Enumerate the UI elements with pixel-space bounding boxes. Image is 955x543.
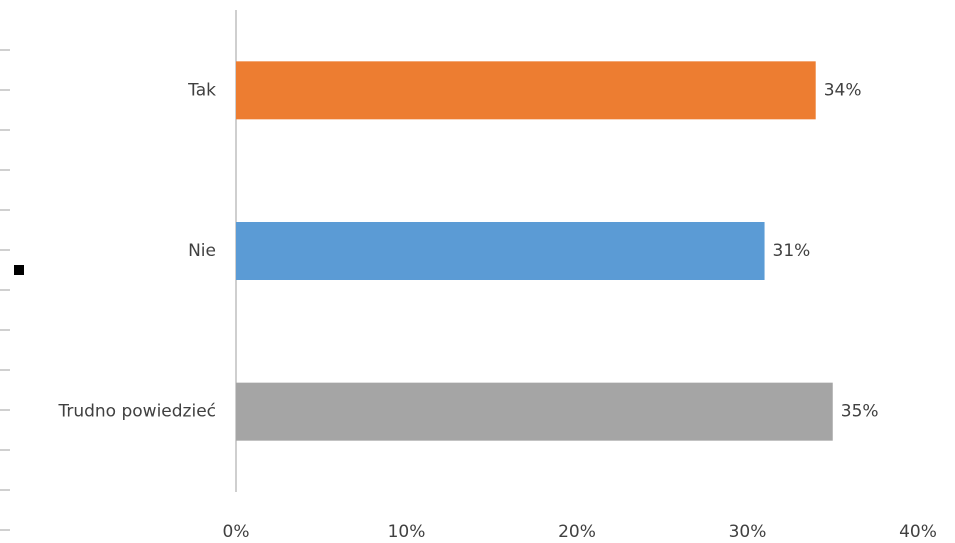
x-tick-label: 40% [899, 522, 937, 542]
x-tick-label: 0% [223, 522, 250, 542]
left-decoration [0, 49, 24, 531]
bar [236, 61, 816, 120]
bar [236, 222, 765, 280]
x-tick-label: 30% [729, 522, 767, 542]
value-label: 31% [773, 241, 811, 261]
x-tick-label: 20% [558, 522, 596, 542]
value-label: 35% [841, 402, 879, 422]
y-tick-label: Tak [187, 80, 216, 100]
bar [236, 382, 833, 441]
value-label: 34% [824, 80, 862, 100]
x-tick-label: 10% [388, 522, 426, 542]
y-tick-label: Trudno powiedzieć [57, 402, 216, 422]
y-tick-label: Nie [188, 241, 216, 261]
